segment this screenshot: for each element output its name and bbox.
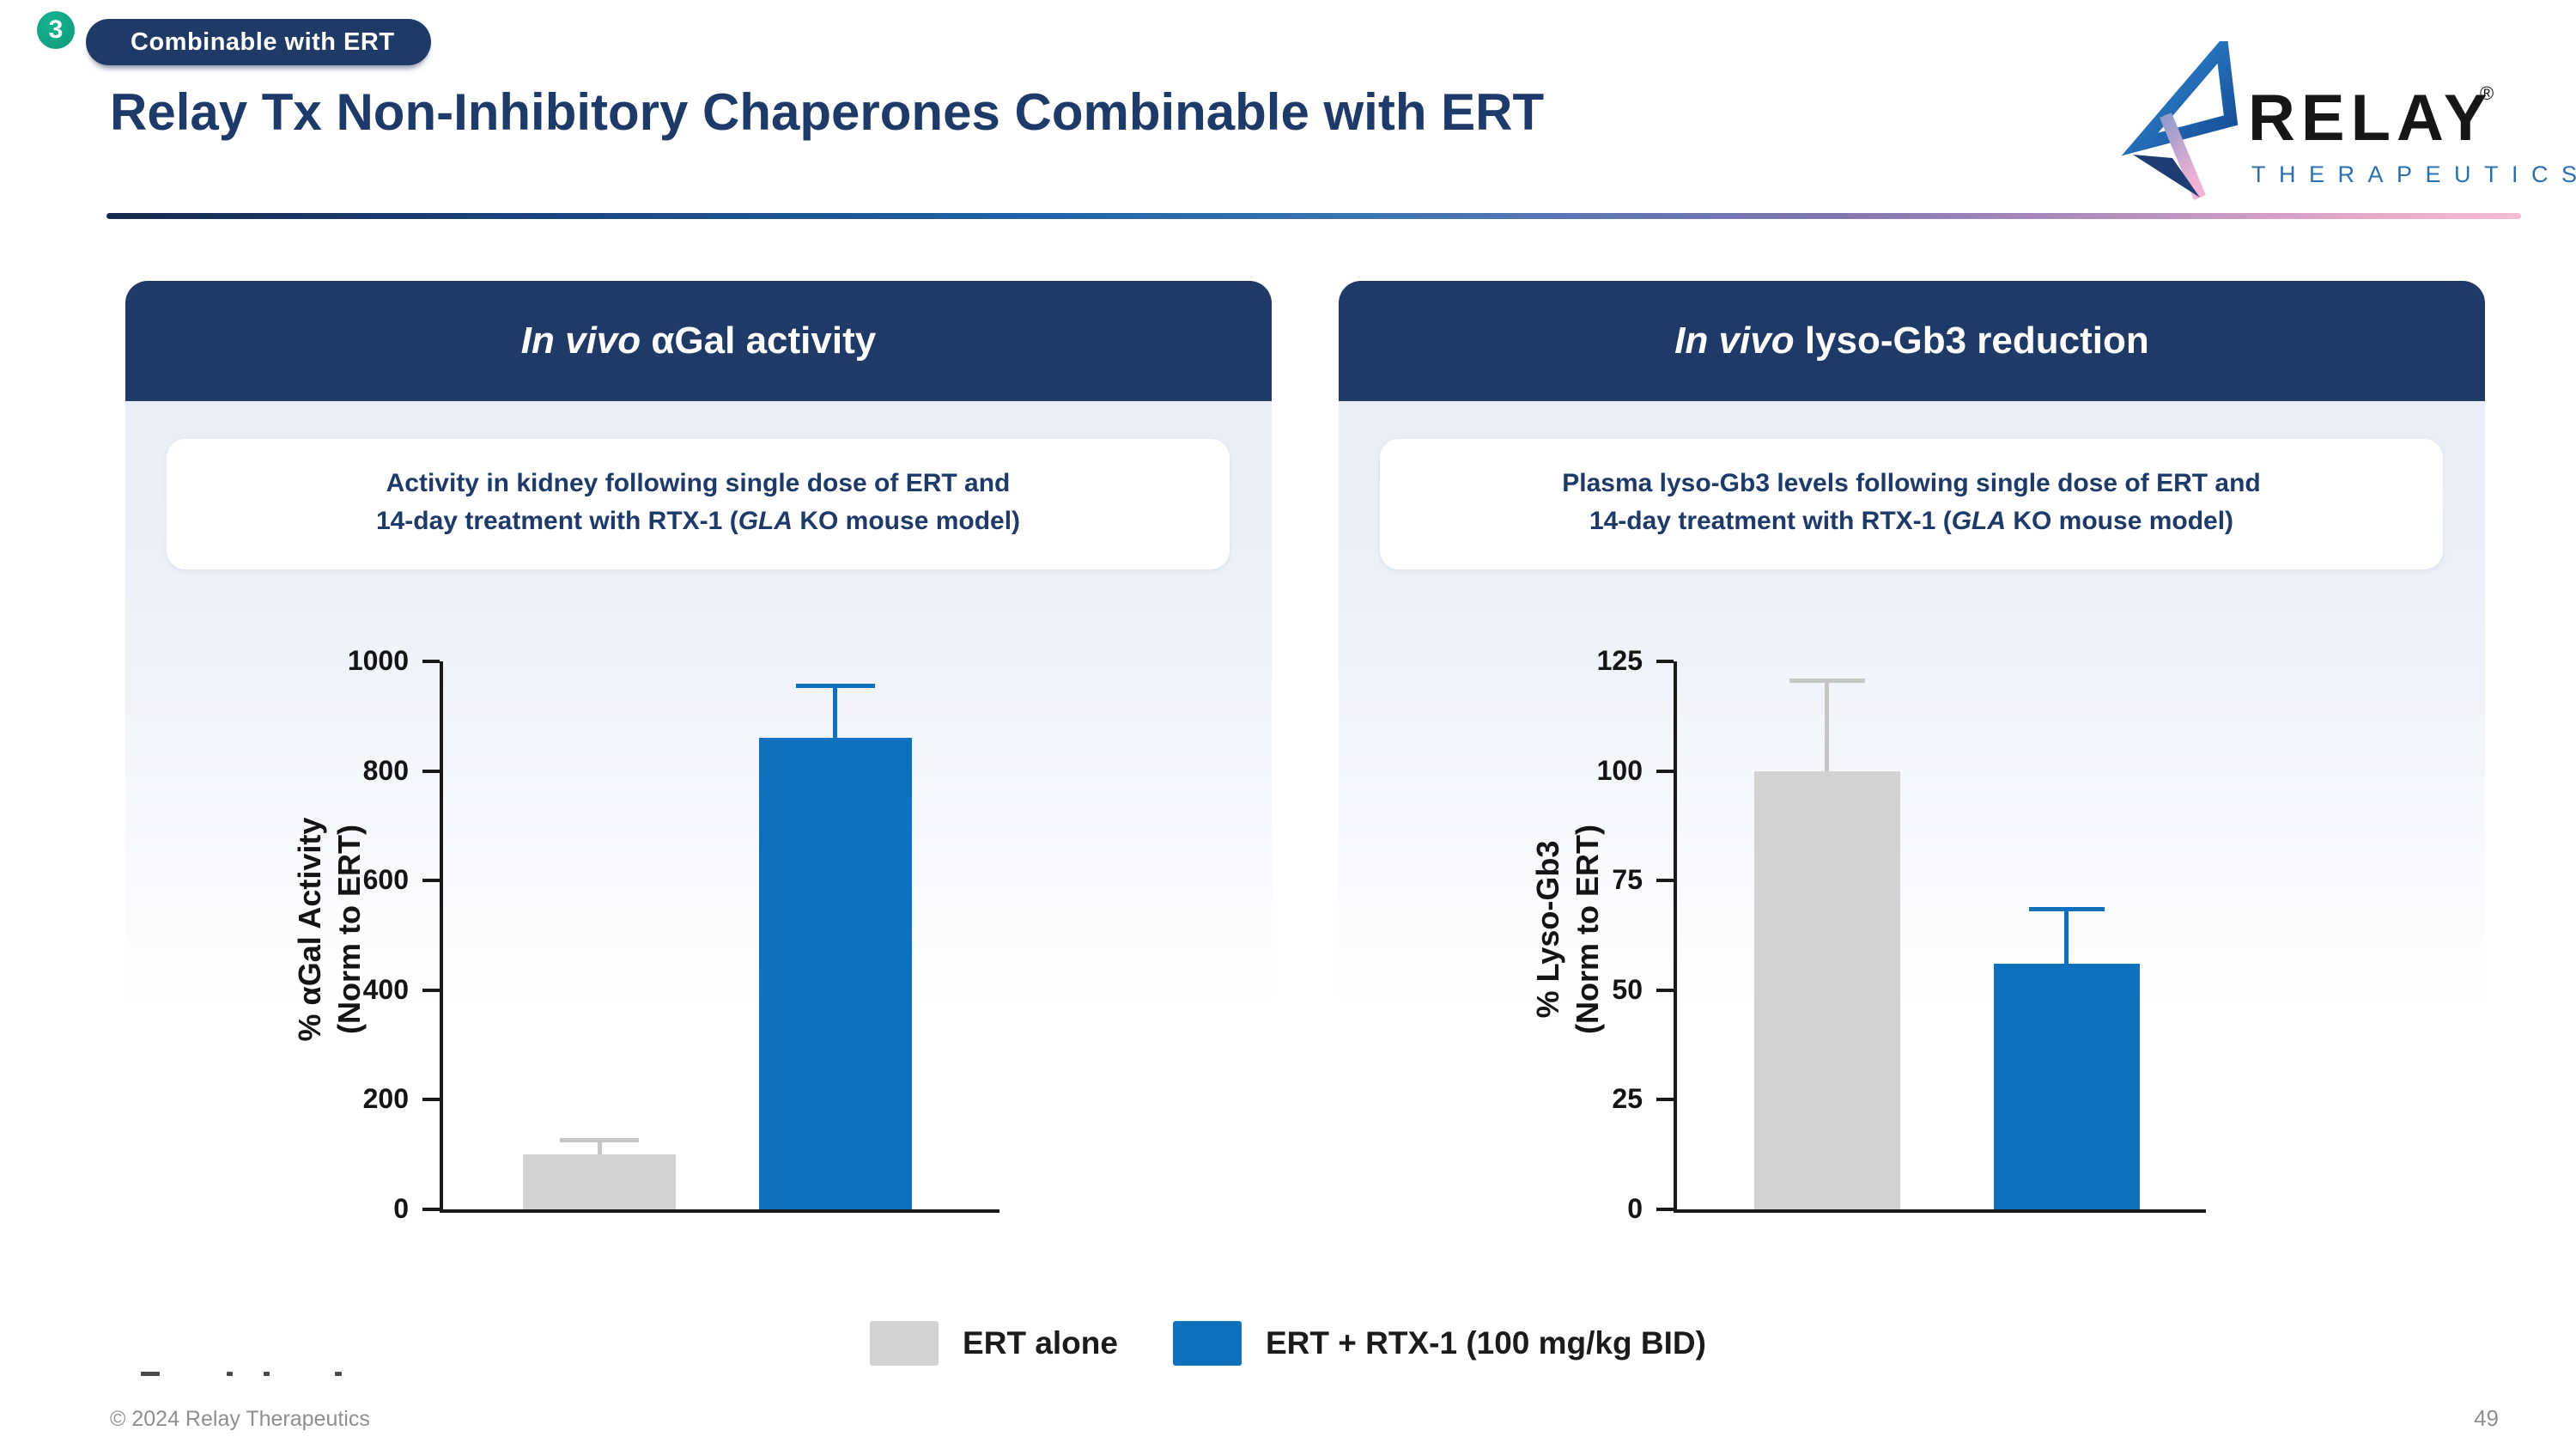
subtitle-line1: Plasma lyso-Gb3 levels following single … (1562, 469, 2261, 497)
panel-header-italic: In vivo (520, 320, 641, 362)
subtitle-line2-italic: GLA (1951, 507, 2007, 535)
panel-header-italic: In vivo (1674, 320, 1795, 362)
step-number-badge: 3 (37, 11, 75, 49)
error-bar-cap (1789, 679, 1865, 684)
y-axis-tick-label: 0 (1627, 1193, 1643, 1224)
y-axis-tick-label: 75 (1612, 864, 1643, 896)
legend-label: ERT alone (963, 1325, 1118, 1361)
y-axis-tick (1656, 988, 1674, 992)
y-axis-label-lyso: % Lyso-Gb3 (Norm to ERT) (1530, 825, 1605, 1034)
subtitle-card-lyso: Plasma lyso-Gb3 levels following single … (1380, 439, 2443, 569)
subtitle-line2-italic: GLA (738, 507, 793, 535)
footer-copyright: © 2024 Relay Therapeutics (110, 1407, 370, 1431)
error-bar-cap (795, 683, 875, 688)
panel-header-rest: αGal activity (641, 320, 877, 362)
section-badge-label: Combinable with ERT (131, 28, 395, 56)
y-axis-tick (422, 660, 440, 663)
legend-swatch-blue (1172, 1321, 1242, 1366)
subtitle-card-agal: Activity in kidney following single dose… (167, 439, 1230, 569)
y-axis-tick (1656, 660, 1674, 663)
error-bar-cap (2029, 906, 2105, 911)
legend-swatch-gray (870, 1321, 939, 1366)
y-axis-tick-label: 100 (1596, 754, 1643, 786)
y-axis-tick (1656, 1208, 1674, 1211)
y-axis-tick-label: 1000 (347, 645, 409, 676)
page-number: 49 (2474, 1405, 2499, 1431)
clipped-footnote-fragment (141, 1372, 398, 1379)
registered-mark: ® (2480, 82, 2494, 104)
panel-lyso-gb3: In vivo lyso-Gb3 reduction Plasma lyso-G… (1339, 281, 2485, 1288)
relay-wordmark: RELAY (2248, 82, 2494, 155)
lyso-gb3-chart: 0 25 50 75 100 125 (1597, 645, 2206, 1224)
bar-ert-alone (522, 1154, 677, 1209)
subtitle-line2-post: KO mouse model) (2006, 507, 2234, 535)
subtitle-line2-pre: 14-day treatment with RTX-1 ( (1589, 507, 1952, 535)
y-axis-tick-label: 50 (1612, 973, 1643, 1005)
y-axis-tick (422, 1208, 440, 1211)
y-axis-tick-label: 25 (1612, 1083, 1643, 1115)
y-axis-tick (422, 1098, 440, 1102)
relay-therapeutics-logo: RELAY ® THERAPEUTICS (2121, 41, 2576, 204)
y-axis-tick (422, 769, 440, 773)
y-axis-tick-label: 0 (393, 1193, 409, 1224)
title-divider (106, 213, 2521, 219)
error-bar-cap (560, 1138, 640, 1143)
panel-header-agal: In vivo αGal activity (125, 281, 1272, 401)
panel-agal-activity: In vivo αGal activity Activity in kidney… (125, 281, 1272, 1288)
panel-header-rest: lyso-Gb3 reduction (1794, 320, 2149, 362)
panel-header-lyso: In vivo lyso-Gb3 reduction (1339, 281, 2485, 401)
bar-ert-rtx1 (758, 738, 912, 1209)
subtitle-line1: Activity in kidney following single dose… (386, 469, 1011, 497)
y-axis-tick (422, 988, 440, 992)
y-axis-label-agal: % αGal Activity (Norm to ERT) (292, 817, 367, 1042)
y-axis-tick-label: 800 (362, 754, 409, 786)
error-bar-stem (1825, 679, 1830, 771)
y-axis-tick (1656, 879, 1674, 883)
page-title: Relay Tx Non-Inhibitory Chaperones Combi… (110, 83, 1545, 141)
y-axis-tick (1656, 1098, 1674, 1102)
y-axis-tick-label: 400 (362, 973, 409, 1005)
legend-item-ert-rtx1: ERT + RTX-1 (100 mg/kg BID) (1172, 1321, 1706, 1366)
subtitle-line2-pre: 14-day treatment with RTX-1 ( (375, 507, 738, 535)
error-bar-stem (597, 1138, 602, 1155)
subtitle-line2-post: KO mouse model) (793, 507, 1021, 535)
legend-label: ERT + RTX-1 (100 mg/kg BID) (1265, 1325, 1706, 1361)
chart-legend: ERT alone ERT + RTX-1 (100 mg/kg BID) (0, 1321, 2576, 1366)
y-axis-tick (422, 879, 440, 883)
y-axis-tick-label: 600 (362, 864, 409, 896)
y-axis-tick-label: 125 (1596, 645, 1643, 676)
bar-ert-alone (1754, 770, 1900, 1209)
legend-item-ert-alone: ERT alone (870, 1321, 1118, 1366)
agal-activity-chart: 0 200 400 600 800 1000 (348, 645, 999, 1224)
relay-logo-mark (2121, 41, 2239, 200)
therapeutics-wordmark: THERAPEUTICS (2251, 161, 2576, 187)
error-bar-stem (2064, 906, 2069, 965)
error-bar-stem (833, 683, 838, 739)
y-axis-tick-label: 200 (362, 1083, 409, 1115)
bar-ert-rtx1 (1994, 964, 2140, 1209)
y-axis-tick (1656, 769, 1674, 773)
section-badge: Combinable with ERT (86, 19, 431, 65)
